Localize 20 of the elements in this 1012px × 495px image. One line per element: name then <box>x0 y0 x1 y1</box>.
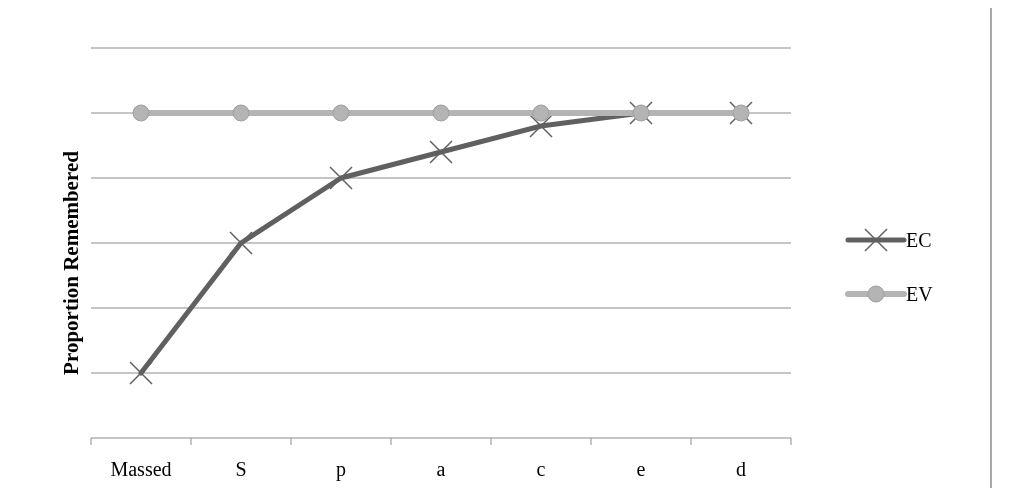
x-tick-label: a <box>436 458 446 480</box>
point <box>432 104 450 122</box>
point <box>332 104 350 122</box>
point <box>329 166 353 190</box>
point <box>429 140 453 164</box>
x-tick-label: e <box>636 458 646 480</box>
point <box>532 104 550 122</box>
legend-label: EV <box>906 283 934 305</box>
x-tick-label: d <box>736 458 746 480</box>
legend-label: EC <box>906 229 932 251</box>
y-axis-title: Proportion Remembered <box>59 150 83 375</box>
point <box>232 104 250 122</box>
point <box>132 104 150 122</box>
point <box>529 114 553 138</box>
point <box>229 231 253 255</box>
x-tick-label: Massed <box>110 458 172 480</box>
x-tick-label: c <box>536 458 546 480</box>
point <box>129 361 153 385</box>
x-tick-label: S <box>235 458 247 480</box>
x-tick-label: p <box>336 458 346 481</box>
